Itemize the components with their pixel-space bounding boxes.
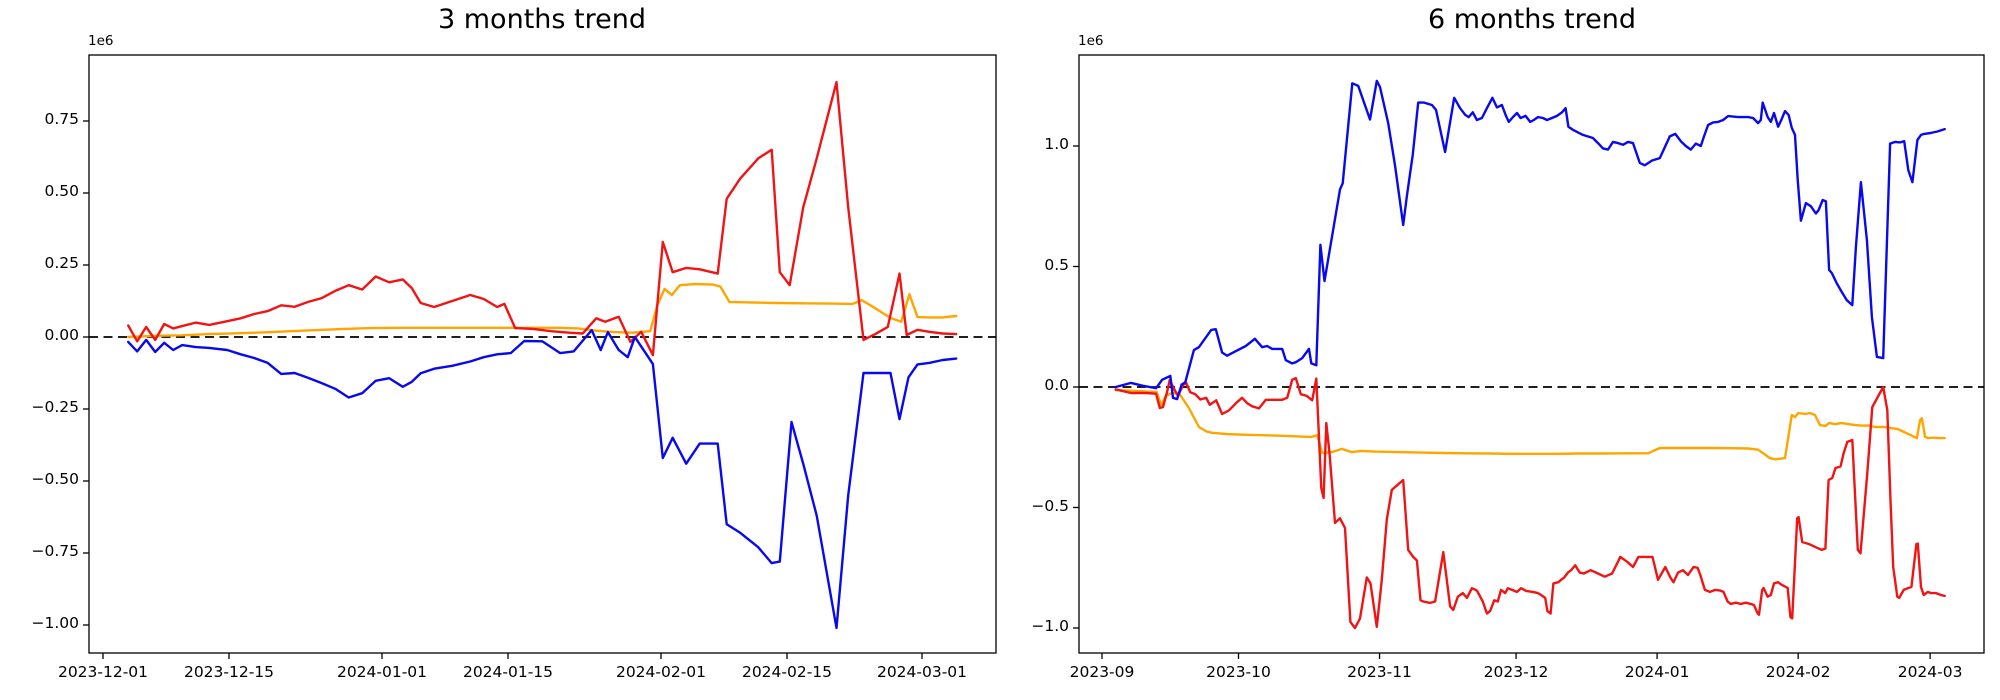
x-tick-label: 2023-12-15	[183, 663, 275, 681]
x-tick-label: 2023-10	[1206, 663, 1271, 681]
plot-area-0	[83, 54, 997, 659]
x-tick-label: 2023-11	[1347, 663, 1412, 681]
x-tick-label: 2024-03-01	[876, 663, 968, 681]
chart-title-3-months: 3 months trend	[438, 4, 646, 35]
y-axis-offset-label-right: 1e6	[1078, 33, 1104, 49]
series-blue	[126, 328, 958, 630]
y-tick-label: 0.50	[44, 182, 79, 200]
y-tick-label: −1.0	[1031, 617, 1069, 635]
y-tick-label: 0.75	[44, 110, 79, 128]
y-tick-label: 0.00	[44, 326, 79, 344]
x-tick-label: 2023-12	[1483, 663, 1549, 681]
plot-box	[88, 54, 997, 654]
y-axis-offset-label-left: 1e6	[88, 33, 114, 49]
series-red	[1114, 376, 1946, 630]
chart-title-6-months: 6 months trend	[1428, 4, 1636, 35]
series-orange	[1114, 388, 1946, 461]
x-tick-label: 2023-12-01	[57, 663, 149, 681]
series-blue	[1114, 79, 1946, 401]
y-tick-label: −0.50	[31, 470, 80, 488]
x-tick-label: 2024-01-15	[462, 663, 554, 681]
y-tick-label: −0.25	[31, 398, 80, 416]
y-tick-label: 0.5	[1044, 255, 1069, 274]
x-tick-label: 2024-02-01	[615, 663, 707, 681]
x-tick-label: 2024-02	[1765, 663, 1831, 681]
plot-area-1	[1073, 54, 1985, 659]
plot-box	[1078, 54, 1985, 654]
y-tick-label: 1.0	[1044, 135, 1069, 153]
y-tick-label: −1.00	[31, 614, 80, 632]
x-tick-label: 2023-09	[1069, 663, 1135, 681]
y-tick-label: −0.75	[31, 542, 80, 560]
x-tick-label: 2024-01	[1624, 663, 1690, 681]
x-tick-label: 2024-03	[1897, 663, 1963, 681]
y-tick-label: 0.25	[44, 254, 79, 272]
x-tick-label: 2024-01-01	[336, 663, 428, 681]
x-tick-label: 2024-02-15	[741, 663, 833, 681]
y-tick-label: −0.5	[1031, 496, 1069, 515]
series-red	[126, 80, 958, 357]
series-orange	[126, 282, 958, 339]
y-tick-label: 0.0	[1044, 376, 1069, 394]
